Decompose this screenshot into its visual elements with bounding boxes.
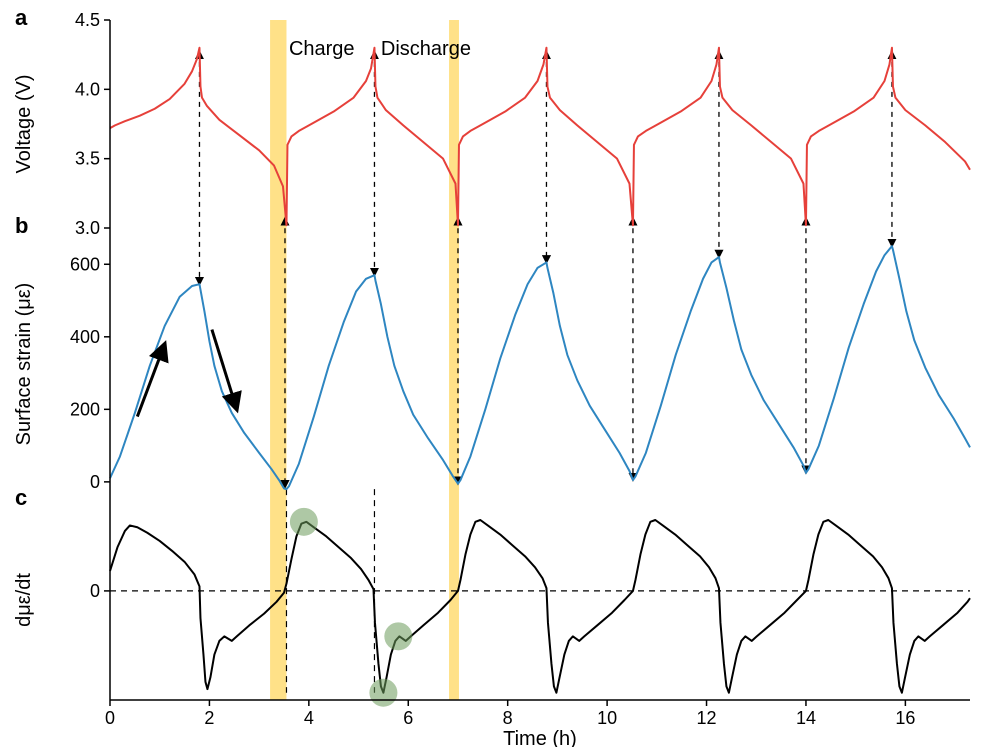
panelC-y-label: dμε/dt	[13, 573, 35, 627]
panelA-ytick-label: 4.0	[75, 79, 100, 99]
chart-svg: 3.03.54.04.5Voltage (V)a0200400600Surfac…	[0, 0, 1000, 747]
feature-marker-0	[290, 508, 318, 536]
panelB-panel-label: b	[15, 213, 28, 238]
strain-line	[110, 246, 970, 489]
x-tick-label: 16	[895, 708, 915, 728]
panelB-ytick-label: 200	[70, 399, 100, 419]
panelB-ytick-label: 400	[70, 327, 100, 347]
panelC-ytick-label: 0	[90, 581, 100, 601]
panelB-y-label: Surface strain (με)	[13, 283, 35, 446]
x-tick-label: 8	[503, 708, 513, 728]
x-tick-label: 12	[697, 708, 717, 728]
panelC-panel-label: c	[15, 485, 27, 510]
discharge-label: Discharge	[381, 38, 471, 60]
panelB-ytick-label: 0	[90, 472, 100, 492]
panelB-ytick-label: 600	[70, 254, 100, 274]
charge-label: Charge	[289, 38, 355, 60]
x-tick-label: 4	[304, 708, 314, 728]
voltage-line	[110, 48, 970, 226]
dstrain-dt-line	[110, 520, 970, 693]
figure-container: { "layout": { "width": 1000, "height": 7…	[0, 0, 1000, 747]
x-axis-label: Time (h)	[503, 728, 577, 747]
x-tick-label: 14	[796, 708, 816, 728]
x-tick-label: 2	[204, 708, 214, 728]
panelA-ytick-label: 3.5	[75, 149, 100, 169]
trend-arrow-0	[137, 344, 164, 417]
x-tick-label: 10	[597, 708, 617, 728]
panelA-ytick-label: 4.5	[75, 10, 100, 30]
panelA-y-label: Voltage (V)	[13, 75, 35, 174]
panelA-panel-label: a	[15, 5, 28, 30]
x-tick-label: 6	[403, 708, 413, 728]
panelA-ytick-label: 3.0	[75, 218, 100, 238]
feature-marker-1	[384, 622, 412, 650]
x-tick-label: 0	[105, 708, 115, 728]
highlight-band-0	[270, 20, 286, 700]
feature-marker-2	[369, 679, 397, 707]
